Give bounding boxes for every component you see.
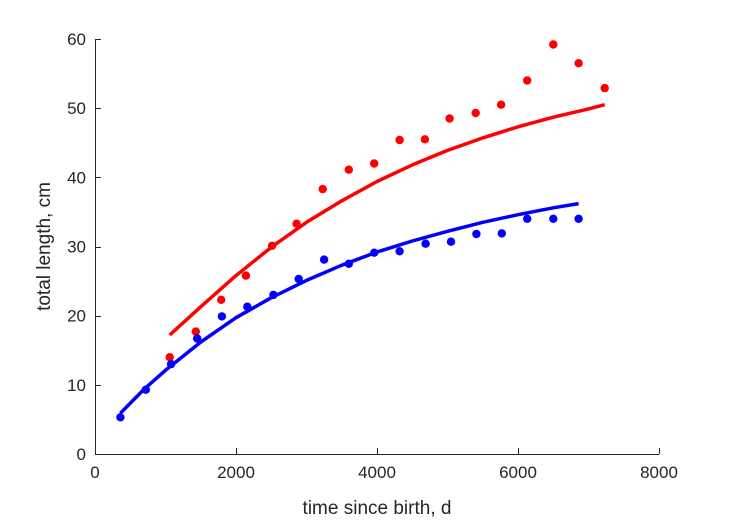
y-tick-label: 30 [67, 238, 86, 257]
data-point-series-1 [292, 219, 301, 228]
data-point-series-2 [523, 214, 532, 223]
y-tick-label: 40 [67, 168, 86, 187]
data-point-series-1 [395, 135, 404, 145]
data-point-series-1 [496, 100, 506, 109]
data-point-series-2 [549, 214, 558, 223]
data-point-series-1 [344, 165, 353, 174]
y-axis-ticks: 0 10 20 30 40 50 60 [67, 30, 101, 464]
data-point-series-1 [523, 76, 532, 85]
fit-line-series-1 [168, 103, 606, 337]
x-tick-label: 6000 [499, 463, 537, 482]
x-tick-label: 8000 [640, 463, 678, 482]
x-tick-label: 2000 [217, 463, 255, 482]
x-tick-label: 0 [90, 463, 99, 482]
y-tick-label: 0 [77, 445, 86, 464]
x-axis-label: time since birth, d [303, 498, 452, 519]
data-point-series-2 [446, 237, 456, 246]
fit-line-series-2 [119, 201, 579, 415]
data-point-series-1 [370, 159, 379, 168]
data-point-series-2 [344, 259, 353, 268]
data-point-series-2 [269, 290, 278, 300]
data-point-series-2 [193, 334, 202, 343]
data-point-series-1 [267, 241, 277, 250]
plot-area [116, 40, 609, 422]
data-point-series-2 [166, 359, 176, 369]
data-point-series-1 [471, 108, 480, 118]
data-point-series-2 [574, 214, 583, 223]
y-axis-label: total length, cm [34, 182, 55, 311]
data-point-series-2 [370, 248, 379, 257]
data-point-series-1 [574, 59, 583, 68]
data-point-series-1 [318, 184, 327, 194]
x-axis-ticks: 0 2000 4000 6000 8000 [90, 448, 678, 482]
data-point-series-2 [421, 239, 430, 248]
data-point-series-2 [141, 385, 150, 394]
data-point-series-1 [191, 327, 200, 336]
data-point-series-2 [116, 413, 125, 422]
y-tick-label: 20 [67, 307, 86, 326]
data-point-series-2 [497, 229, 506, 238]
data-point-series-1 [600, 83, 609, 93]
data-point-series-1 [165, 353, 174, 362]
y-tick-label: 60 [67, 30, 86, 49]
data-point-series-2 [319, 255, 329, 264]
data-point-series-1 [445, 114, 454, 123]
y-tick-label: 10 [67, 376, 86, 395]
data-point-series-2 [243, 302, 252, 311]
data-points [116, 40, 609, 422]
data-point-series-1 [217, 295, 226, 304]
data-point-series-1 [549, 40, 558, 49]
data-point-series-2 [217, 312, 227, 321]
data-point-series-2 [395, 247, 404, 256]
data-point-series-1 [420, 135, 430, 144]
data-point-series-1 [241, 271, 251, 280]
data-point-series-2 [472, 229, 481, 239]
fit-lines [119, 103, 606, 415]
data-point-series-2 [294, 274, 303, 284]
x-tick-label: 4000 [358, 463, 396, 482]
y-tick-label: 50 [67, 99, 86, 118]
